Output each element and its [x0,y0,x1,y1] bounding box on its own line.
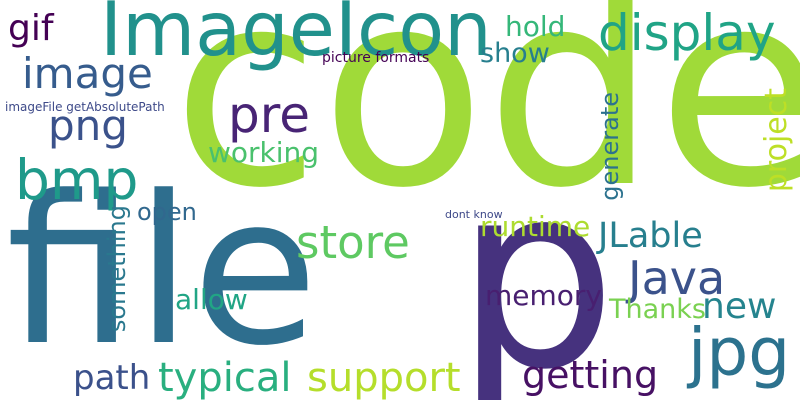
word-show: show [480,38,550,69]
word-pre: pre [228,86,310,144]
word-support: support [307,355,461,400]
word-picture-formats: picture formats [322,50,430,66]
word-jlable: JLable [598,216,703,256]
word-jpg: jpg [688,314,791,391]
word-something: something [103,205,131,333]
word-p: p [455,129,617,400]
word-java: Java [628,251,726,305]
word-hold: hold [505,10,566,43]
word-png: png [48,101,128,150]
word-path: path [73,358,151,398]
word-dont-know: dont know [445,208,503,221]
word-getting: getting [522,353,659,397]
word-gif: gif [8,8,54,49]
word-generate: generate [596,92,624,201]
word-code: code [172,0,800,247]
word-imagefile-getabsolutepath: imageFile getAbsolutePath [5,100,165,114]
word-image: image [22,49,153,98]
word-typical: typical [158,355,292,400]
word-bmp: bmp [15,148,139,212]
word-working: working [208,136,320,169]
word-project: project [759,88,794,193]
word-thanks: Thanks [609,294,706,325]
word-open: open [137,198,197,226]
word-runtime: runtime [480,210,591,243]
word-new: new [702,286,777,327]
word-allow: allow [175,283,248,316]
word-store: store [296,216,410,269]
word-memory: memory [485,279,602,312]
word-imageicon: ImageIcon [100,0,492,73]
word-display: display [598,4,776,62]
word-file: file [6,153,319,391]
